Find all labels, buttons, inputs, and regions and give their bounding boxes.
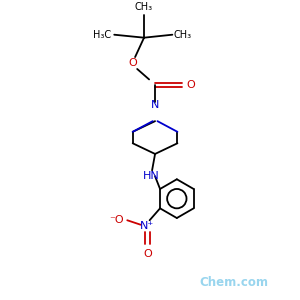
Text: O: O bbox=[186, 80, 195, 90]
Text: Chem.com: Chem.com bbox=[199, 276, 268, 289]
Text: O: O bbox=[144, 249, 152, 259]
Text: CH₃: CH₃ bbox=[174, 30, 192, 40]
Text: CH₃: CH₃ bbox=[135, 2, 153, 12]
Text: ⁻O: ⁻O bbox=[110, 215, 124, 225]
Text: HN: HN bbox=[143, 171, 160, 181]
Text: N: N bbox=[151, 100, 159, 110]
Text: O: O bbox=[128, 58, 137, 68]
Text: N⁺: N⁺ bbox=[140, 221, 154, 231]
Text: H₃C: H₃C bbox=[93, 30, 111, 40]
